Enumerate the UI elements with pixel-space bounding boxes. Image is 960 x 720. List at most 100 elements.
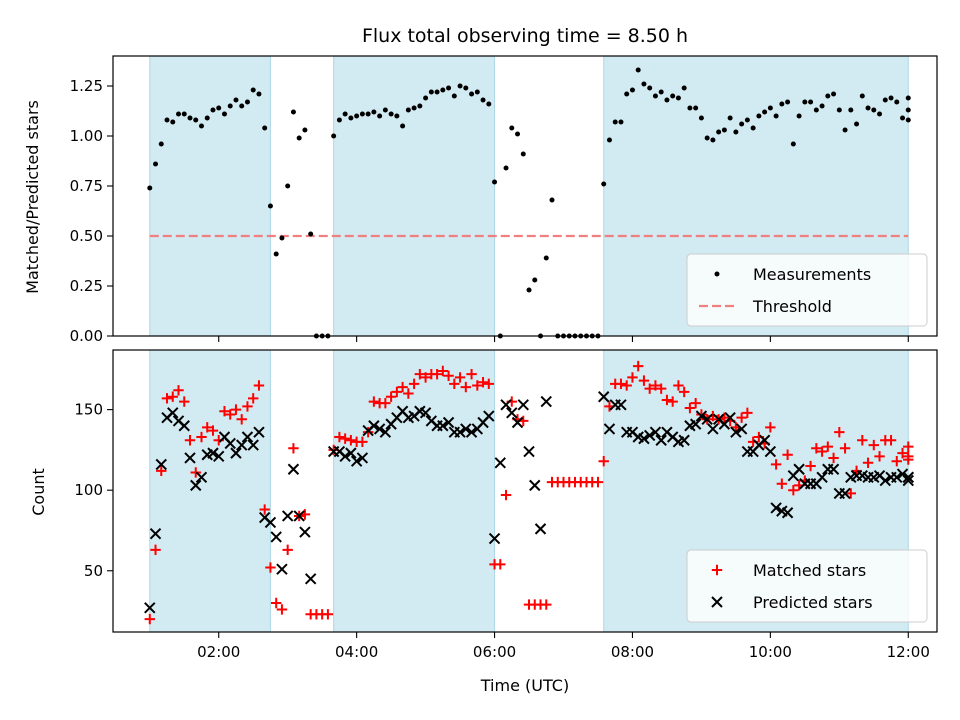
y-tick-label: 0.25 — [70, 277, 103, 295]
matched-point — [839, 443, 851, 454]
matched-point — [161, 393, 173, 404]
measurement-point — [279, 235, 285, 241]
predicted-point — [356, 452, 369, 464]
matched-point — [150, 544, 161, 556]
measurement-point — [785, 99, 791, 105]
predicted-point — [793, 463, 805, 475]
matched-point — [696, 409, 707, 420]
measurement-point — [859, 93, 865, 99]
measurement-point — [308, 231, 314, 237]
measurement-point — [233, 97, 239, 103]
predicted-point — [144, 602, 156, 614]
matched-point — [655, 383, 667, 394]
observing-window-band — [149, 55, 271, 337]
measurement-point — [808, 99, 814, 105]
measurement-point — [405, 107, 411, 113]
predicted-point — [373, 423, 386, 435]
matched-point — [184, 435, 196, 446]
predicted-point — [339, 450, 351, 463]
matched-point — [345, 435, 357, 446]
predicted-point — [517, 399, 529, 411]
matched-point — [477, 377, 489, 388]
measurement-point — [802, 99, 808, 105]
measurement-point — [503, 165, 509, 171]
matched-point — [483, 378, 494, 390]
matched-point — [230, 404, 242, 415]
measurement-point — [411, 105, 417, 111]
matched-point — [253, 380, 265, 391]
plot-frame — [112, 55, 938, 337]
matched-point — [627, 372, 638, 383]
measurement-point — [210, 107, 216, 113]
matched-point — [592, 476, 604, 488]
x-tick-label: 04:00 — [335, 643, 378, 661]
matched-point — [449, 378, 460, 390]
matched-point — [339, 433, 351, 444]
matched-point — [742, 407, 753, 419]
predicted-point — [299, 526, 311, 538]
matched-point — [472, 380, 483, 391]
matched-point — [541, 599, 552, 610]
measurement-point — [302, 127, 308, 133]
predicted-point — [195, 471, 208, 484]
measurement-point — [331, 133, 337, 139]
matched-point — [362, 426, 374, 438]
predicted-point — [891, 471, 903, 484]
predicted-point — [287, 463, 300, 475]
x-tick-label: 12:00 — [887, 643, 930, 661]
matched-point — [868, 439, 879, 451]
matched-point — [437, 365, 449, 377]
measurement-point — [244, 99, 250, 105]
measurement-point — [170, 119, 176, 125]
matched-point — [403, 388, 414, 399]
measurement-point — [652, 93, 658, 99]
matched-point — [225, 409, 236, 420]
matched-point — [357, 436, 368, 448]
y-tick-label: 0.50 — [70, 227, 103, 245]
measurement-point — [336, 117, 342, 123]
measurement-point — [601, 181, 607, 187]
matched-point — [776, 478, 788, 489]
measurement-point — [756, 113, 762, 119]
predicted-point — [178, 420, 190, 432]
measurement-point — [796, 113, 802, 119]
predicted-point — [523, 445, 535, 458]
measurement-point — [204, 115, 210, 121]
predicted-point — [253, 426, 265, 438]
observing-window-band — [333, 55, 496, 337]
observing-window-band — [333, 349, 496, 633]
matched-point — [167, 391, 178, 402]
predicted-point — [264, 516, 277, 529]
measurement-point — [894, 99, 900, 105]
measurement-point — [721, 127, 727, 133]
matched-point — [144, 613, 155, 625]
measurement-point — [509, 125, 515, 131]
matched-point — [380, 397, 391, 409]
predicted-point — [540, 395, 552, 408]
measurement-point — [744, 117, 750, 123]
measurement-point — [888, 95, 894, 101]
matched-point — [788, 484, 799, 496]
y-tick-label: 150 — [74, 401, 103, 419]
measurement-point — [273, 251, 279, 257]
matched-point — [414, 368, 426, 380]
measurement-point — [658, 89, 664, 95]
matched-point — [903, 451, 914, 462]
plot-frame — [112, 349, 938, 633]
measurement-point — [618, 119, 624, 125]
matched-point — [811, 443, 822, 454]
matched-point — [770, 459, 782, 470]
measurement-point — [176, 111, 182, 117]
measurement-point — [371, 109, 377, 115]
measurement-point — [227, 103, 233, 109]
predicted-point — [724, 411, 736, 424]
measurement-point — [848, 107, 854, 113]
matched-point — [667, 396, 678, 407]
measurement-point — [739, 121, 745, 127]
matched-point — [885, 435, 897, 446]
predicted-point — [167, 407, 179, 419]
measurement-point — [871, 107, 877, 113]
measurement-point — [198, 123, 204, 129]
measurement-point — [813, 107, 819, 113]
y-tick-label: 1.00 — [70, 127, 103, 145]
